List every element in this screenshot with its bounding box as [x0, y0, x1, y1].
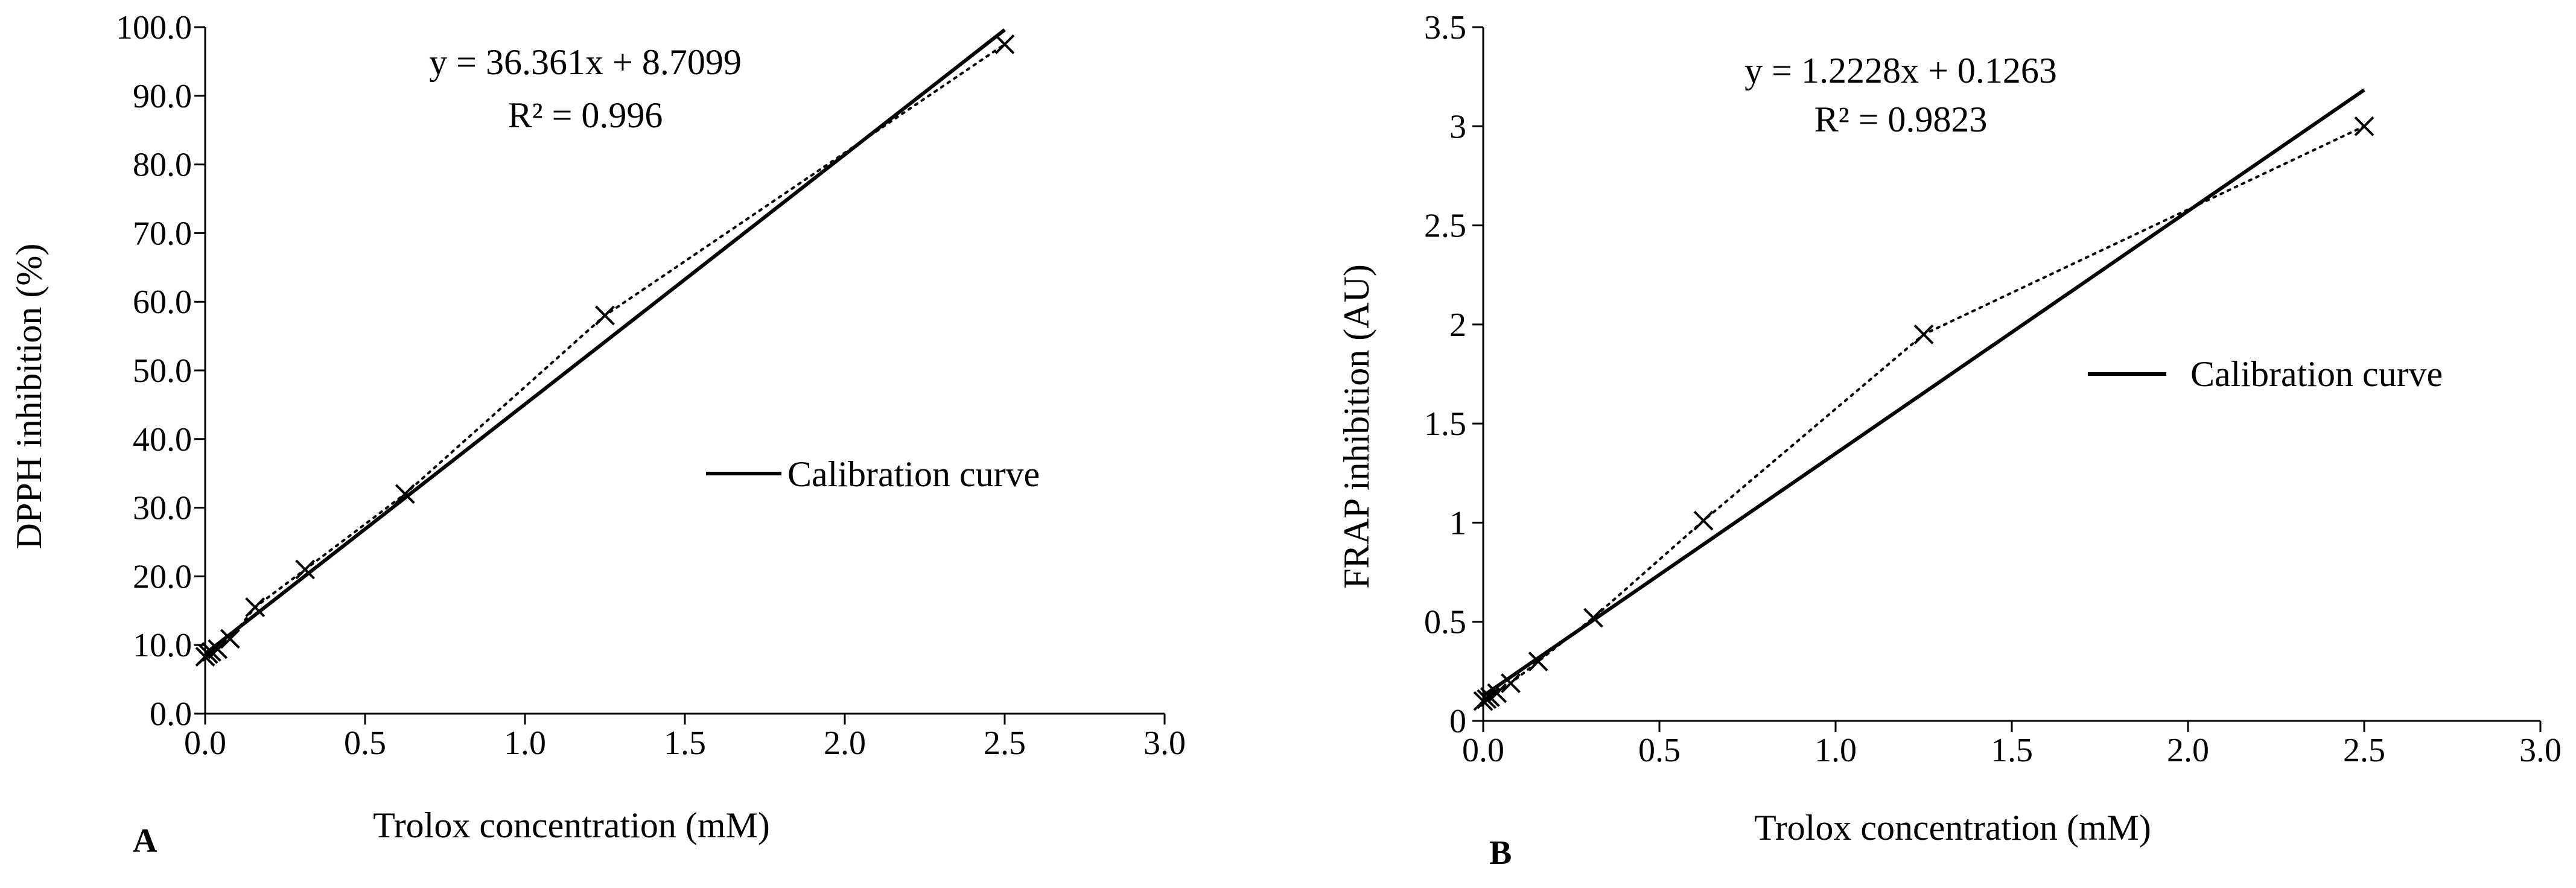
y-tick-label: 0.0 — [150, 696, 192, 733]
y-tick-label: 50.0 — [133, 352, 192, 390]
y-tick-label: 0.5 — [1424, 604, 1466, 641]
tick-labels: 0.0 0.5 1.0 1.5 2.0 2.5 3.0 0 0.5 1 1.5 2 2.5 3 3.5 — [1424, 9, 2562, 769]
x-tick-label: 2.5 — [2343, 732, 2385, 769]
y-tick-label: 2 — [1449, 306, 1466, 344]
x-tick-label: 1.5 — [1991, 732, 2033, 769]
x-tick-label: 3.0 — [2519, 732, 2562, 769]
fit-equation: y = 1.2228x + 0.1263 — [1744, 51, 2057, 90]
series-dotted-line — [1482, 125, 2365, 703]
x-tick-label: 0.5 — [1638, 732, 1681, 769]
r-squared: R² = 0.996 — [508, 95, 663, 135]
chart-panel-b: 0.0 0.5 1.0 1.5 2.0 2.5 3.0 0 0.5 1 1.5 2 2.5 3 3.5 y … — [1337, 9, 2562, 872]
legend-label: Calibration curve — [787, 454, 1040, 494]
tick-labels: 0.0 0.5 1.0 1.5 2.0 2.5 3.0 0.0 10.0 20.0 30.0 40.0… — [116, 9, 1186, 762]
data-point-marker — [1487, 683, 1507, 703]
y-tick-label: 70.0 — [133, 215, 192, 252]
data-point-marker — [220, 629, 240, 649]
data-point-marker — [1501, 673, 1521, 693]
x-axis-title: Trolox concentration (mM) — [373, 805, 770, 845]
x-tick-label: 3.0 — [1143, 725, 1186, 762]
measured-series — [195, 34, 1015, 667]
x-tick-label: 2.0 — [824, 725, 866, 762]
y-tick-label: 3 — [1449, 108, 1466, 145]
x-tick-label: 1.0 — [1814, 732, 1857, 769]
y-tick-label: 10.0 — [133, 627, 192, 664]
panel-label: A — [133, 822, 157, 860]
y-tick-label: 1.5 — [1424, 405, 1466, 443]
y-tick-label: 1 — [1449, 504, 1466, 542]
legend-label: Calibration curve — [2190, 354, 2443, 394]
measured-series — [1473, 116, 2374, 711]
data-point-marker — [201, 642, 221, 662]
y-tick-label: 90.0 — [133, 78, 192, 115]
y-tick-label: 60.0 — [133, 284, 192, 321]
x-tick-label: 2.5 — [984, 725, 1026, 762]
chart-panel-a: 0.0 0.5 1.0 1.5 2.0 2.5 3.0 0.0 10.0 20.0 30.0 40.0… — [9, 9, 1186, 860]
fit-equation: y = 36.361x + 8.7099 — [429, 42, 742, 82]
y-axis-title: DPPH inhibition (%) — [9, 244, 49, 550]
data-point-marker — [595, 305, 615, 326]
y-tick-label: 20.0 — [133, 558, 192, 595]
calibration-fit-line — [1482, 88, 2365, 697]
data-point-marker — [994, 34, 1015, 54]
x-axis-title: Trolox concentration (mM) — [1754, 808, 2151, 848]
x-tick-label: 0.0 — [184, 725, 226, 762]
data-point-marker — [395, 484, 415, 504]
x-tick-label: 2.0 — [2167, 732, 2209, 769]
y-tick-label: 80.0 — [133, 147, 192, 184]
data-point-marker — [1528, 652, 1548, 671]
y-tick-label: 100.0 — [116, 9, 192, 46]
data-point-marker — [1693, 510, 1714, 531]
x-tick-label: 1.0 — [504, 725, 546, 762]
y-tick-label: 40.0 — [133, 421, 192, 458]
data-point-marker — [208, 639, 228, 659]
data-point-marker — [295, 559, 316, 580]
y-tick-label: 0 — [1449, 703, 1466, 740]
x-tick-label: 0.0 — [1462, 732, 1504, 769]
calibration-fit-line — [1482, 88, 2365, 697]
data-point-marker — [1913, 324, 1934, 344]
data-point-marker — [245, 597, 266, 618]
x-tick-label: 1.5 — [664, 725, 706, 762]
axes — [1482, 27, 2540, 722]
panel-label: B — [1489, 834, 1512, 872]
tick-marks — [194, 26, 1166, 725]
x-tick-label: 0.5 — [344, 725, 386, 762]
tick-marks — [1472, 26, 2542, 732]
y-axis-title: FRAP inhibition (AU) — [1337, 264, 1376, 589]
y-tick-label: 30.0 — [133, 490, 192, 527]
data-point-marker — [2354, 116, 2374, 136]
series-dotted-line — [204, 43, 1006, 658]
r-squared: R² = 0.9823 — [1814, 100, 1988, 139]
axes — [204, 27, 1165, 715]
y-tick-label: 2.5 — [1424, 208, 1466, 245]
y-tick-label: 3.5 — [1424, 9, 1466, 46]
data-point-marker — [1583, 607, 1603, 628]
